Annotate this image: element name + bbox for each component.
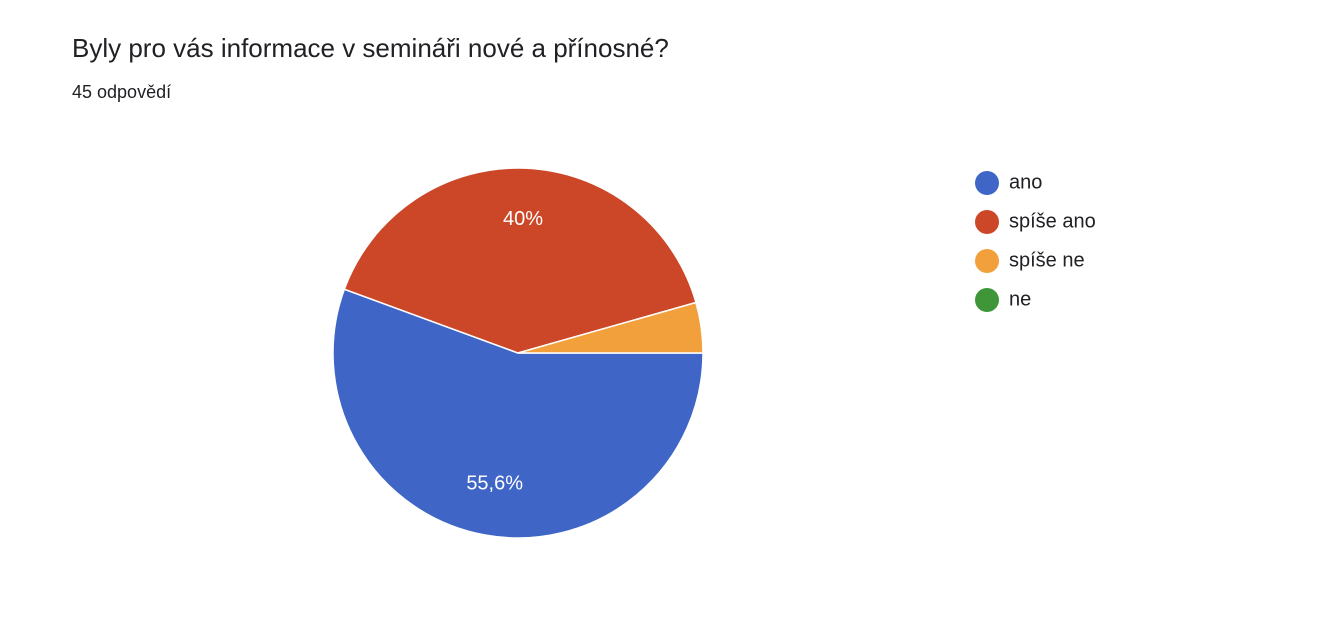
legend-label: spíše ano [1009,210,1096,232]
legend-label: spíše ne [1009,249,1085,271]
legend-swatch [975,288,999,312]
chart-subtitle: 45 odpovědí [72,82,171,102]
chart-title: Byly pro vás informace v semináři nové a… [72,33,669,63]
slice-label: 40% [503,208,543,230]
legend-swatch [975,210,999,234]
legend-swatch [975,249,999,273]
legend-swatch [975,171,999,195]
pie-slice [517,301,704,354]
pie-slice [343,167,697,354]
legend-label: ne [1009,288,1031,310]
slice-label: 55,6% [466,472,523,494]
pie-slice [332,288,704,539]
legend-label: ano [1009,171,1042,193]
